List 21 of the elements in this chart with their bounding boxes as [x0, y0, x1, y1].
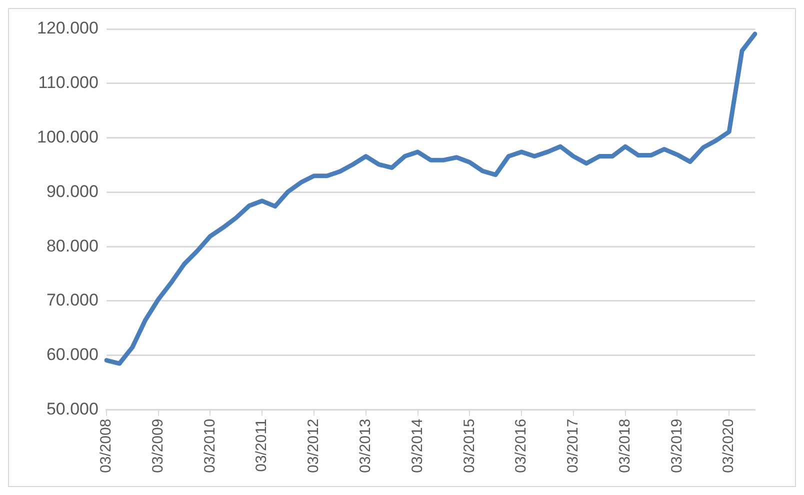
y-tick-label: 120.000 [37, 18, 98, 38]
x-tick-label: 03/2009 [149, 418, 166, 474]
y-tick-label: 100.000 [37, 127, 98, 146]
y-tick-label: 60.000 [46, 345, 98, 364]
x-tick-label: 03/2015 [460, 418, 478, 474]
x-tick-label: 03/2010 [201, 418, 218, 474]
y-tick-label: 110.000 [38, 73, 98, 92]
x-tick-label: 03/2016 [512, 418, 530, 474]
x-tick-label: 03/2011 [253, 418, 270, 472]
x-tick-label: 03/2020 [720, 418, 738, 474]
y-tick-label: 90.000 [46, 182, 98, 201]
y-tick-label: 70.000 [46, 290, 98, 310]
x-tick-label: 03/2012 [305, 418, 322, 474]
x-tick-label: 03/2013 [357, 418, 374, 474]
x-tick-label: 03/2017 [564, 418, 582, 474]
x-tick-label: 03/2008 [98, 418, 115, 474]
y-tick-label: 50.000 [46, 399, 98, 418]
y-tick-label: 80.000 [46, 236, 98, 256]
x-tick-label: 03/2018 [616, 418, 634, 474]
x-tick-label: 03/2014 [408, 418, 426, 474]
x-tick-label: 03/2019 [668, 418, 686, 474]
